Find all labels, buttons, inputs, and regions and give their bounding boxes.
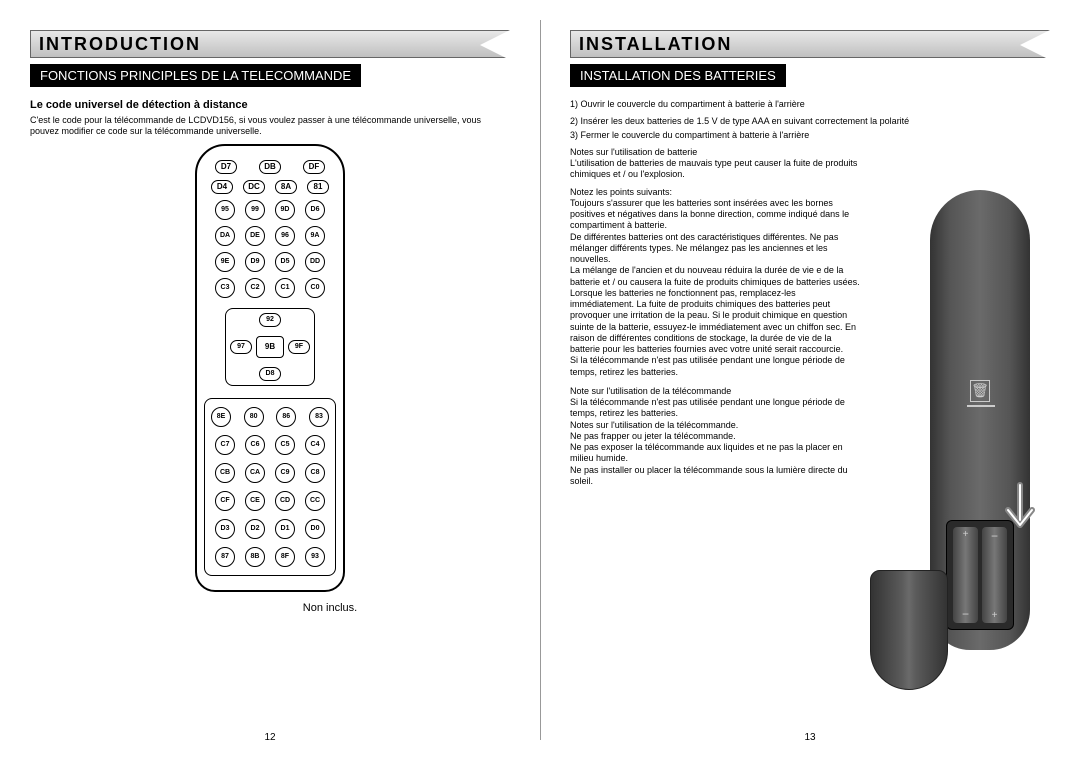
btn: C6 — [245, 435, 265, 455]
row-5: 9E D9 D5 DD — [215, 252, 325, 272]
lower-grid: 8E 80 86 83 C7 C6 C5 C4 CB CA C9 C8 — [204, 398, 336, 576]
btn: DB — [259, 160, 281, 174]
row-4: DA DE 96 9A — [215, 226, 325, 246]
banner-installation: INSTALLATION — [570, 30, 1050, 58]
btn: 8E — [211, 407, 231, 427]
row-11: D3 D2 D1 D0 — [211, 519, 329, 539]
row-2: D4 DC 8A 81 — [211, 180, 329, 194]
btn: CB — [215, 463, 235, 483]
dpad-center: 9B — [256, 336, 284, 358]
non-inclus: Non inclus. — [303, 602, 357, 614]
btn: 83 — [309, 407, 329, 427]
notes-battery-1: L'utilisation de batteries de mauvais ty… — [570, 158, 860, 181]
btn: CD — [275, 491, 295, 511]
btn: 8F — [275, 547, 295, 567]
btn: D4 — [211, 180, 233, 194]
btn: D0 — [305, 519, 325, 539]
btn: D1 — [275, 519, 295, 539]
btn: C2 — [245, 278, 265, 298]
note-remote-text: Si la télécommande n'est pas utilisée pe… — [570, 397, 860, 487]
notice-points: Notez les points suivants: — [570, 187, 860, 198]
btn: D3 — [215, 519, 235, 539]
intro-text: C'est le code pour la télécommande de LC… — [30, 115, 510, 138]
page-left: INTRODUCTION FONCTIONS PRINCIPLES DE LA … — [0, 0, 540, 763]
btn: C7 — [215, 435, 235, 455]
remote-body: D7 DB DF D4 DC 8A 81 95 99 9D D6 DA DE 9… — [195, 144, 345, 592]
btn: 81 — [307, 180, 329, 194]
btn: 8A — [275, 180, 297, 194]
btn: D9 — [245, 252, 265, 272]
btn: C4 — [305, 435, 325, 455]
page-right: INSTALLATION INSTALLATION DES BATTERIES … — [540, 0, 1080, 763]
row-12: 87 8B 8F 93 — [211, 547, 329, 567]
row-8: C7 C6 C5 C4 — [211, 435, 329, 455]
btn: CA — [245, 463, 265, 483]
row-6: C3 C2 C1 C0 — [215, 278, 325, 298]
btn: C3 — [215, 278, 235, 298]
btn: CE — [245, 491, 265, 511]
dpad-down: D8 — [259, 367, 281, 381]
note-remote-title: Note sur l'utilisation de la télécommand… — [570, 386, 860, 397]
btn: 80 — [244, 407, 264, 427]
btn: C8 — [305, 463, 325, 483]
page-number-right: 13 — [804, 732, 815, 743]
sub-banner-left: FONCTIONS PRINCIPLES DE LA TELECOMMANDE — [30, 64, 361, 87]
battery-cover-icon — [870, 570, 948, 690]
row-9: CB CA C9 C8 — [211, 463, 329, 483]
row-3: 95 99 9D D6 — [215, 200, 325, 220]
battery-b-icon — [982, 527, 1007, 623]
step-3: 3) Fermer le couvercle du compartiment à… — [570, 130, 1050, 141]
banner-text: INTRODUCTION — [31, 34, 201, 55]
subtitle-code: Le code universel de détection à distanc… — [30, 99, 510, 111]
btn: 95 — [215, 200, 235, 220]
page-number-left: 12 — [264, 732, 275, 743]
btn: DC — [243, 180, 265, 194]
btn: 86 — [276, 407, 296, 427]
btn: 87 — [215, 547, 235, 567]
btn: DE — [245, 226, 265, 246]
btn: C5 — [275, 435, 295, 455]
points-text: Toujours s'assurer que les batteries son… — [570, 198, 860, 378]
btn: 8B — [245, 547, 265, 567]
dpad: 92 97 9B 9F D8 — [225, 308, 315, 386]
no-dispose-icon: 🗑 — [970, 380, 990, 402]
arrow-down-icon — [1000, 480, 1040, 540]
dpad-right: 9F — [288, 340, 310, 354]
row-1: D7 DB DF — [215, 160, 325, 174]
sub-banner-right: INSTALLATION DES BATTERIES — [570, 64, 786, 87]
dpad-left: 97 — [230, 340, 252, 354]
btn: DD — [305, 252, 325, 272]
step-2: 2) Insérer les deux batteries de 1.5 V d… — [570, 116, 1050, 127]
btn: C0 — [305, 278, 325, 298]
banner-introduction: INTRODUCTION — [30, 30, 510, 58]
battery-illustration: 🗑 — [870, 190, 1050, 690]
btn: 9D — [275, 200, 295, 220]
row-10: CF CE CD CC — [211, 491, 329, 511]
battery-a-icon — [953, 527, 978, 623]
remote-diagram: D7 DB DF D4 DC 8A 81 95 99 9D D6 DA DE 9… — [30, 144, 510, 614]
notes-battery-title: Notes sur l'utilisation de batterie — [570, 147, 860, 158]
btn: D7 — [215, 160, 237, 174]
btn: DF — [303, 160, 325, 174]
btn: D6 — [305, 200, 325, 220]
dpad-up: 92 — [259, 313, 281, 327]
banner-text: INSTALLATION — [571, 34, 732, 55]
btn: 96 — [275, 226, 295, 246]
row-7: 8E 80 86 83 — [211, 407, 329, 427]
step-1: 1) Ouvrir le couvercle du compartiment à… — [570, 99, 1050, 110]
btn: CC — [305, 491, 325, 511]
btn: DA — [215, 226, 235, 246]
btn: D5 — [275, 252, 295, 272]
btn: C1 — [275, 278, 295, 298]
btn: CF — [215, 491, 235, 511]
btn: 93 — [305, 547, 325, 567]
btn: 9E — [215, 252, 235, 272]
btn: 9A — [305, 226, 325, 246]
btn: C9 — [275, 463, 295, 483]
btn: D2 — [245, 519, 265, 539]
btn: 99 — [245, 200, 265, 220]
